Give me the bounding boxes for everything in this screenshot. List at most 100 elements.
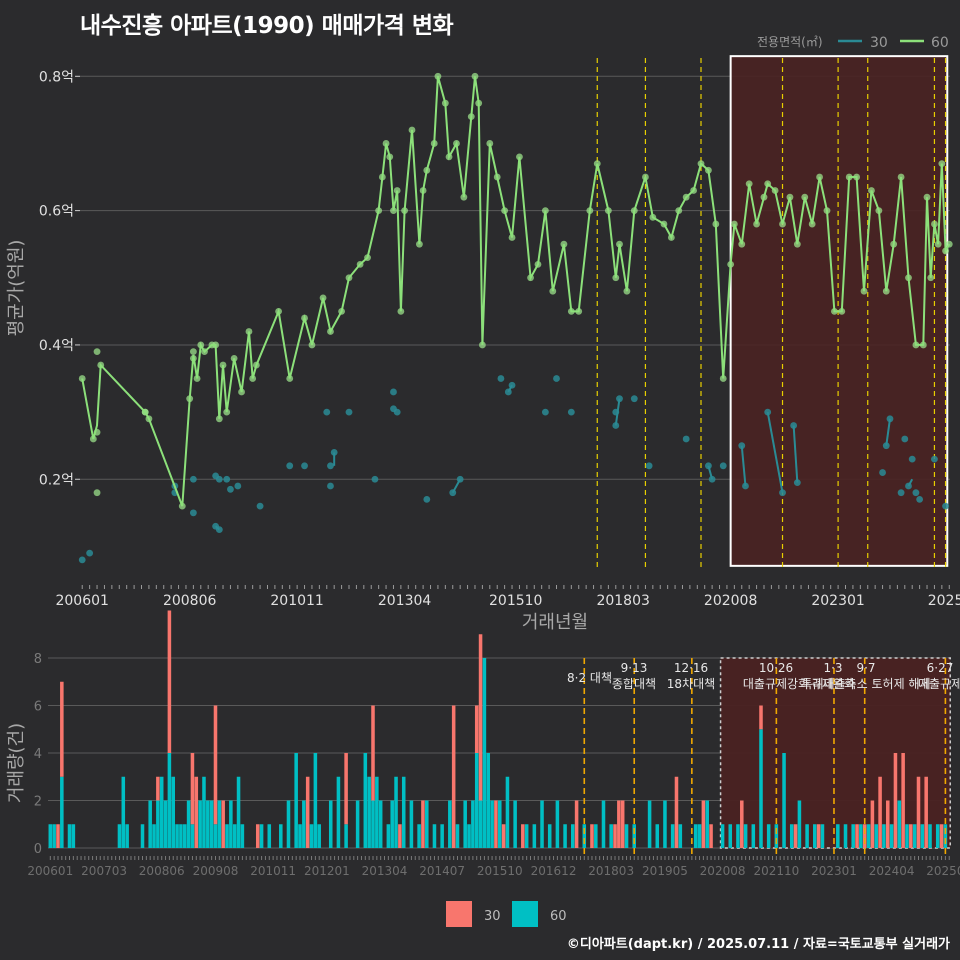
point-30	[215, 475, 223, 483]
bar-30	[924, 776, 928, 848]
bar-60	[813, 824, 817, 848]
bar-60	[409, 800, 414, 848]
point-30	[227, 485, 234, 493]
point-60	[478, 341, 486, 349]
bar-x-tick-label: 202110	[753, 864, 799, 878]
bar-60	[48, 824, 53, 848]
y-tick-label: 0.8억	[39, 69, 74, 85]
bar-60	[190, 824, 195, 848]
bar-60	[259, 824, 264, 848]
bar-60	[582, 824, 587, 848]
point-30	[567, 408, 575, 416]
bar-60	[186, 800, 191, 848]
point-30	[630, 395, 638, 403]
bar-60	[140, 824, 145, 848]
point-30	[327, 462, 334, 470]
bar-60	[401, 776, 406, 848]
bar-60	[171, 776, 176, 848]
bar-60	[540, 800, 544, 848]
policy-annotation: 18차대책	[667, 676, 715, 691]
bar-30	[613, 824, 617, 848]
bar-60	[236, 776, 241, 848]
bar-30	[816, 824, 821, 848]
y-tick-label: 0.4억	[39, 338, 74, 354]
policy-annotation: 9·13	[621, 661, 648, 675]
bar-x-tick-label: 201201	[304, 864, 350, 878]
bar-60	[874, 824, 879, 848]
bar-30	[885, 800, 890, 848]
line-30	[766, 411, 784, 493]
bar-30	[56, 824, 60, 848]
bar-60	[209, 800, 214, 848]
bar-x-tick-label: 201510	[477, 864, 523, 878]
bar-legend-swatch-60	[512, 901, 538, 927]
footer-credit: ©디아파트(dapt.kr) / 2025.07.11 / 자료=국토교통부 실…	[566, 937, 950, 952]
bar-x-tick-label: 200601	[27, 864, 73, 878]
line-30	[451, 478, 462, 494]
bar-30	[221, 800, 225, 848]
line-60	[81, 76, 951, 507]
bar-60	[125, 824, 129, 848]
point-30	[916, 496, 924, 503]
policy-annotation: 대출규제강화	[743, 677, 809, 691]
x-axis-title: 거래년월	[522, 612, 588, 633]
bar-60	[882, 824, 886, 848]
bar-30	[398, 824, 402, 848]
bar-60	[905, 824, 909, 848]
bar-30	[167, 610, 172, 753]
bar-60	[298, 824, 302, 848]
bar-60	[851, 824, 855, 848]
bar-30	[305, 776, 310, 848]
bar-60	[363, 753, 368, 848]
bar-60	[279, 824, 283, 848]
bar-y-tick-label: 6	[34, 700, 42, 715]
bar-60	[163, 800, 168, 848]
bar-x-tick-label: 200806	[139, 864, 185, 878]
point-30	[189, 509, 197, 517]
bar-60	[859, 824, 863, 848]
bar-30	[371, 705, 375, 801]
bar-30	[60, 681, 64, 777]
bar-60	[117, 824, 122, 848]
bar-30	[901, 753, 905, 848]
bar-60	[182, 824, 187, 848]
bar-30	[701, 800, 706, 848]
x-tick-label: 201803	[596, 593, 649, 609]
bar-60	[505, 776, 510, 848]
bar-x-tick-label: 20250	[926, 864, 960, 878]
bar-30	[255, 824, 260, 848]
y-tick-label: 0.2억	[39, 472, 74, 488]
bar-60	[302, 800, 306, 848]
line-30	[907, 478, 914, 487]
bar-30	[494, 800, 498, 848]
bar-y-tick-label: 8	[34, 652, 42, 667]
bar-30	[709, 824, 713, 848]
x-tick-label: 2025	[928, 593, 960, 609]
bar-60	[655, 824, 660, 848]
bar-60	[632, 824, 636, 848]
bar-30	[521, 824, 525, 848]
bar-60	[474, 753, 479, 848]
x-tick-label: 201304	[378, 593, 432, 609]
bar-60	[482, 658, 487, 848]
bar-60	[889, 824, 894, 848]
line-30	[885, 418, 891, 446]
bar-60	[267, 824, 272, 848]
policy-annotation: 종합대책	[612, 676, 656, 691]
bar-60	[355, 800, 360, 848]
point-30	[541, 408, 549, 416]
bar-30	[190, 753, 195, 825]
bar-30	[740, 800, 744, 848]
bar-30	[916, 776, 921, 848]
bar-60	[232, 824, 237, 848]
x-tick-label: 201510	[489, 593, 542, 609]
bar-60	[60, 776, 64, 848]
point-30	[897, 489, 905, 497]
point-30	[612, 422, 620, 429]
point-30	[645, 462, 653, 470]
bar-30	[156, 776, 160, 801]
line-30	[740, 445, 747, 487]
bar-60	[336, 776, 341, 848]
bar-60	[52, 824, 56, 848]
